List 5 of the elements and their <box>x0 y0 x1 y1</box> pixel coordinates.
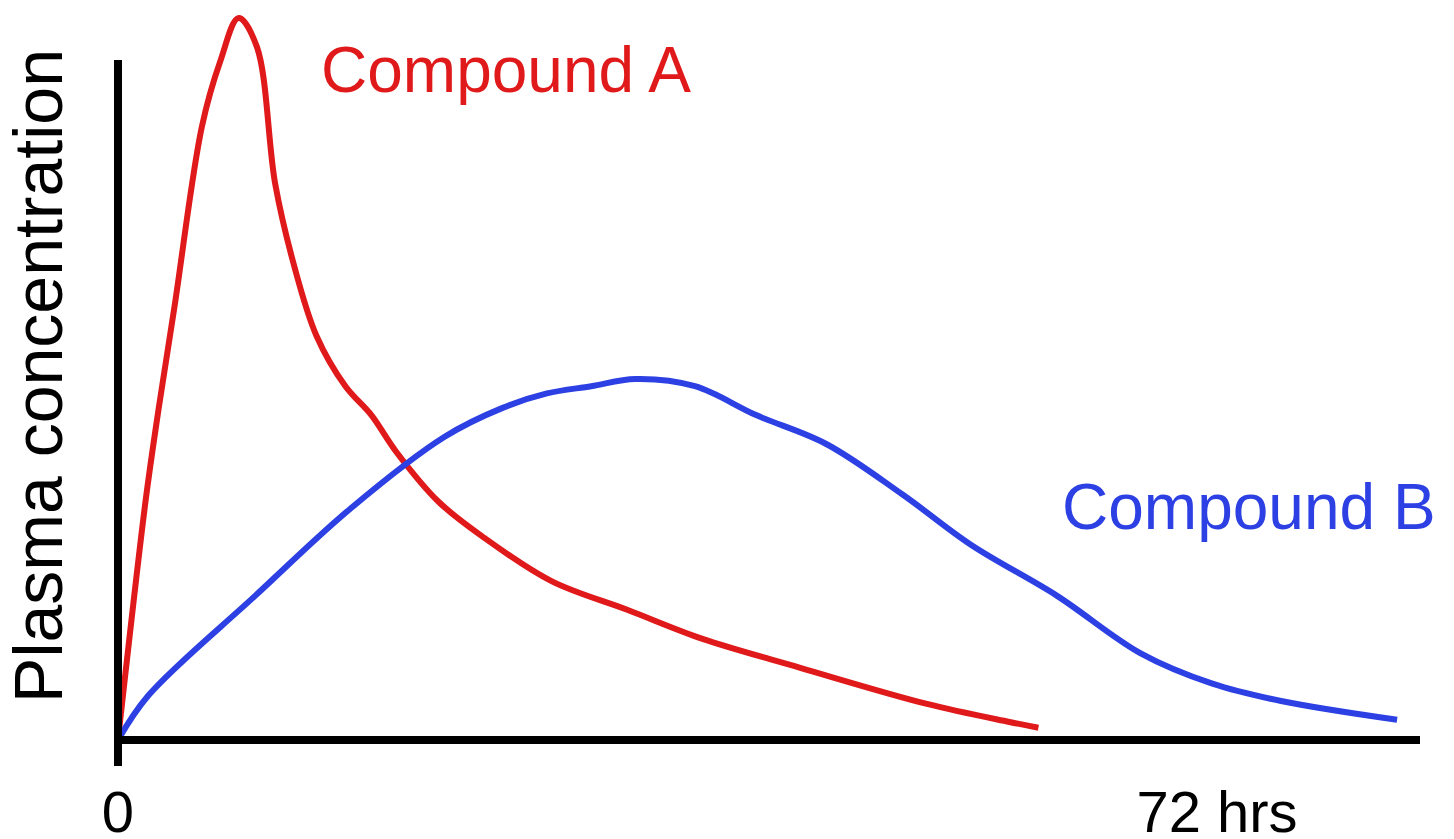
x-tick-label: 0 <box>101 779 135 839</box>
x-tick-label: 72 hrs <box>1136 779 1298 839</box>
series-label: Compound A <box>321 34 692 106</box>
y-axis-title: Plasma concentration <box>0 49 76 703</box>
series-label: Compound B <box>1062 471 1436 543</box>
